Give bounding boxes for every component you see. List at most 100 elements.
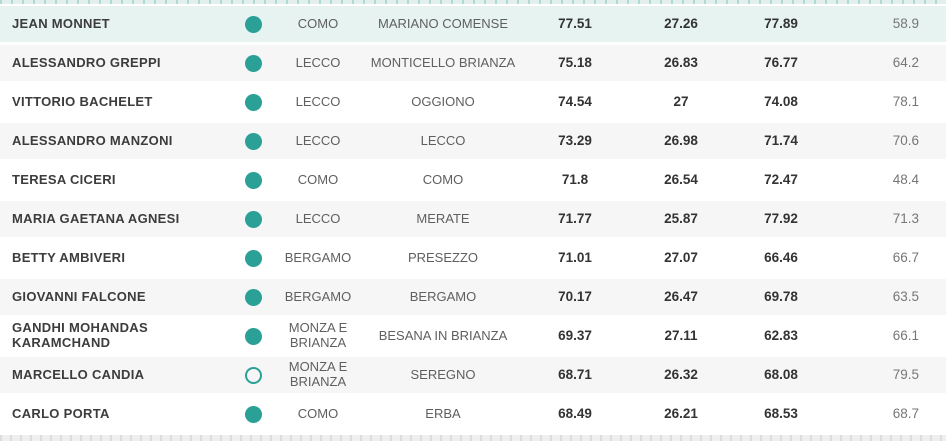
score-3: 69.78 — [764, 289, 798, 305]
province: LECCO — [295, 93, 341, 109]
school-name-cell: ALESSANDRO MANZONI — [0, 132, 240, 149]
table-row[interactable]: ALESSANDRO GREPPI LECCO MONTICELLO BRIAN… — [0, 45, 946, 81]
city: MONTICELLO BRIANZA — [370, 54, 516, 70]
score-1: 77.51 — [558, 16, 592, 32]
table-row[interactable]: GANDHI MOHANDAS KARAMCHAND MONZA E BRIAN… — [0, 318, 946, 354]
score-2: 26.83 — [664, 55, 698, 71]
score-4: 68.7 — [892, 406, 919, 422]
province: LECCO — [295, 132, 341, 148]
indicator-cell — [240, 171, 266, 189]
school-name: BETTY AMBIVERI — [12, 249, 126, 265]
province: MONZA E BRIANZA — [288, 359, 348, 389]
city: BERGAMO — [409, 288, 477, 304]
score-2: 25.87 — [664, 211, 698, 227]
province: MONZA E BRIANZA — [288, 320, 348, 350]
indicator-cell — [240, 249, 266, 267]
score-2: 27.11 — [664, 328, 698, 344]
score-1: 75.18 — [558, 55, 592, 71]
city: COMO — [422, 171, 464, 187]
score-2: 27.07 — [664, 250, 698, 266]
clipped-row-below-edge — [0, 435, 946, 441]
status-circle-icon — [244, 15, 262, 33]
score-4: 66.1 — [892, 328, 919, 344]
score-2: 26.54 — [664, 172, 698, 188]
province: COMO — [297, 15, 339, 31]
school-name: CARLO PORTA — [12, 405, 110, 421]
score-3: 72.47 — [764, 172, 798, 188]
school-name: GANDHI MOHANDAS KARAMCHAND — [12, 320, 148, 350]
status-circle-icon — [244, 171, 262, 189]
score-3: 77.92 — [764, 211, 798, 227]
score-3: 68.53 — [764, 406, 798, 422]
status-circle-icon — [244, 54, 262, 72]
province: COMO — [297, 405, 339, 421]
city: MARIANO COMENSE — [377, 15, 508, 31]
score-3: 66.46 — [764, 250, 798, 266]
school-name-cell: MARCELLO CANDIA — [0, 366, 240, 383]
score-4: 71.3 — [892, 211, 919, 227]
score-4: 78.1 — [892, 94, 919, 110]
province: LECCO — [295, 210, 341, 226]
indicator-cell — [240, 132, 266, 150]
school-name-cell: JEAN MONNET — [0, 16, 240, 32]
school-name-cell: MARIA GAETANA AGNESI — [0, 211, 240, 227]
table-row[interactable]: ALESSANDRO MANZONI LECCO LECCO 73.29 26.… — [0, 123, 946, 159]
score-1: 73.29 — [558, 133, 592, 149]
score-4: 64.2 — [892, 55, 919, 71]
table-row[interactable]: JEAN MONNET COMO MARIANO COMENSE 77.51 2… — [0, 6, 946, 42]
city: PRESEZZO — [407, 249, 479, 265]
school-name: TERESA CICERI — [12, 171, 116, 187]
city: ERBA — [425, 405, 461, 421]
indicator-cell — [240, 210, 266, 228]
indicator-cell — [240, 54, 266, 72]
score-1: 71.77 — [558, 211, 592, 227]
school-name-cell: VITTORIO BACHELET — [0, 94, 240, 110]
table-row[interactable]: BETTY AMBIVERI BERGAMO PRESEZZO 71.01 27… — [0, 240, 946, 276]
indicator-cell — [240, 366, 266, 384]
status-circle-icon — [244, 327, 262, 345]
score-1: 71.01 — [558, 250, 592, 266]
school-name: MARCELLO CANDIA — [12, 366, 145, 382]
city: OGGIONO — [411, 93, 475, 109]
score-1: 71.8 — [561, 172, 589, 188]
score-2: 26.21 — [664, 406, 698, 422]
table-body: JEAN MONNET COMO MARIANO COMENSE 77.51 2… — [0, 6, 946, 432]
province: COMO — [297, 171, 339, 187]
score-4: 79.5 — [892, 367, 919, 383]
school-name-cell: TERESA CICERI — [0, 171, 240, 188]
status-circle-icon — [244, 132, 262, 150]
score-4: 48.4 — [892, 172, 919, 188]
table-row[interactable]: VITTORIO BACHELET LECCO OGGIONO 74.54 27… — [0, 84, 946, 120]
score-1: 70.17 — [558, 289, 592, 305]
school-name-cell: GANDHI MOHANDAS KARAMCHAND — [0, 321, 240, 350]
table-row[interactable]: MARIA GAETANA AGNESI LECCO MERATE 71.77 … — [0, 201, 946, 237]
status-circle-icon — [244, 405, 262, 423]
table-row[interactable]: MARCELLO CANDIA MONZA E BRIANZA SEREGNO … — [0, 357, 946, 393]
school-name: ALESSANDRO MANZONI — [12, 132, 173, 148]
score-3: 74.08 — [764, 94, 798, 110]
score-3: 62.83 — [764, 328, 798, 344]
score-2: 27 — [673, 94, 689, 110]
score-4: 70.6 — [892, 133, 919, 149]
score-1: 69.37 — [558, 328, 592, 344]
score-2: 26.32 — [664, 367, 698, 383]
table-row[interactable]: GIOVANNI FALCONE BERGAMO BERGAMO 70.17 2… — [0, 279, 946, 315]
school-name: GIOVANNI FALCONE — [12, 288, 146, 304]
school-name-cell: GIOVANNI FALCONE — [0, 288, 240, 305]
table-row[interactable]: TERESA CICERI COMO COMO 71.8 26.54 72.47… — [0, 162, 946, 198]
city: LECCO — [420, 132, 466, 148]
score-3: 77.89 — [764, 16, 798, 32]
status-circle-icon — [244, 249, 262, 267]
table-row[interactable]: CARLO PORTA COMO ERBA 68.49 26.21 68.53 … — [0, 396, 946, 432]
indicator-cell — [240, 288, 266, 306]
score-4: 66.7 — [892, 250, 919, 266]
score-2: 26.98 — [664, 133, 698, 149]
city: SEREGNO — [410, 366, 476, 382]
school-name: ALESSANDRO GREPPI — [12, 54, 161, 70]
score-1: 74.54 — [558, 94, 592, 110]
school-name-cell: CARLO PORTA — [0, 405, 240, 422]
score-1: 68.49 — [558, 406, 592, 422]
indicator-cell — [240, 93, 266, 111]
indicator-cell — [240, 327, 266, 345]
